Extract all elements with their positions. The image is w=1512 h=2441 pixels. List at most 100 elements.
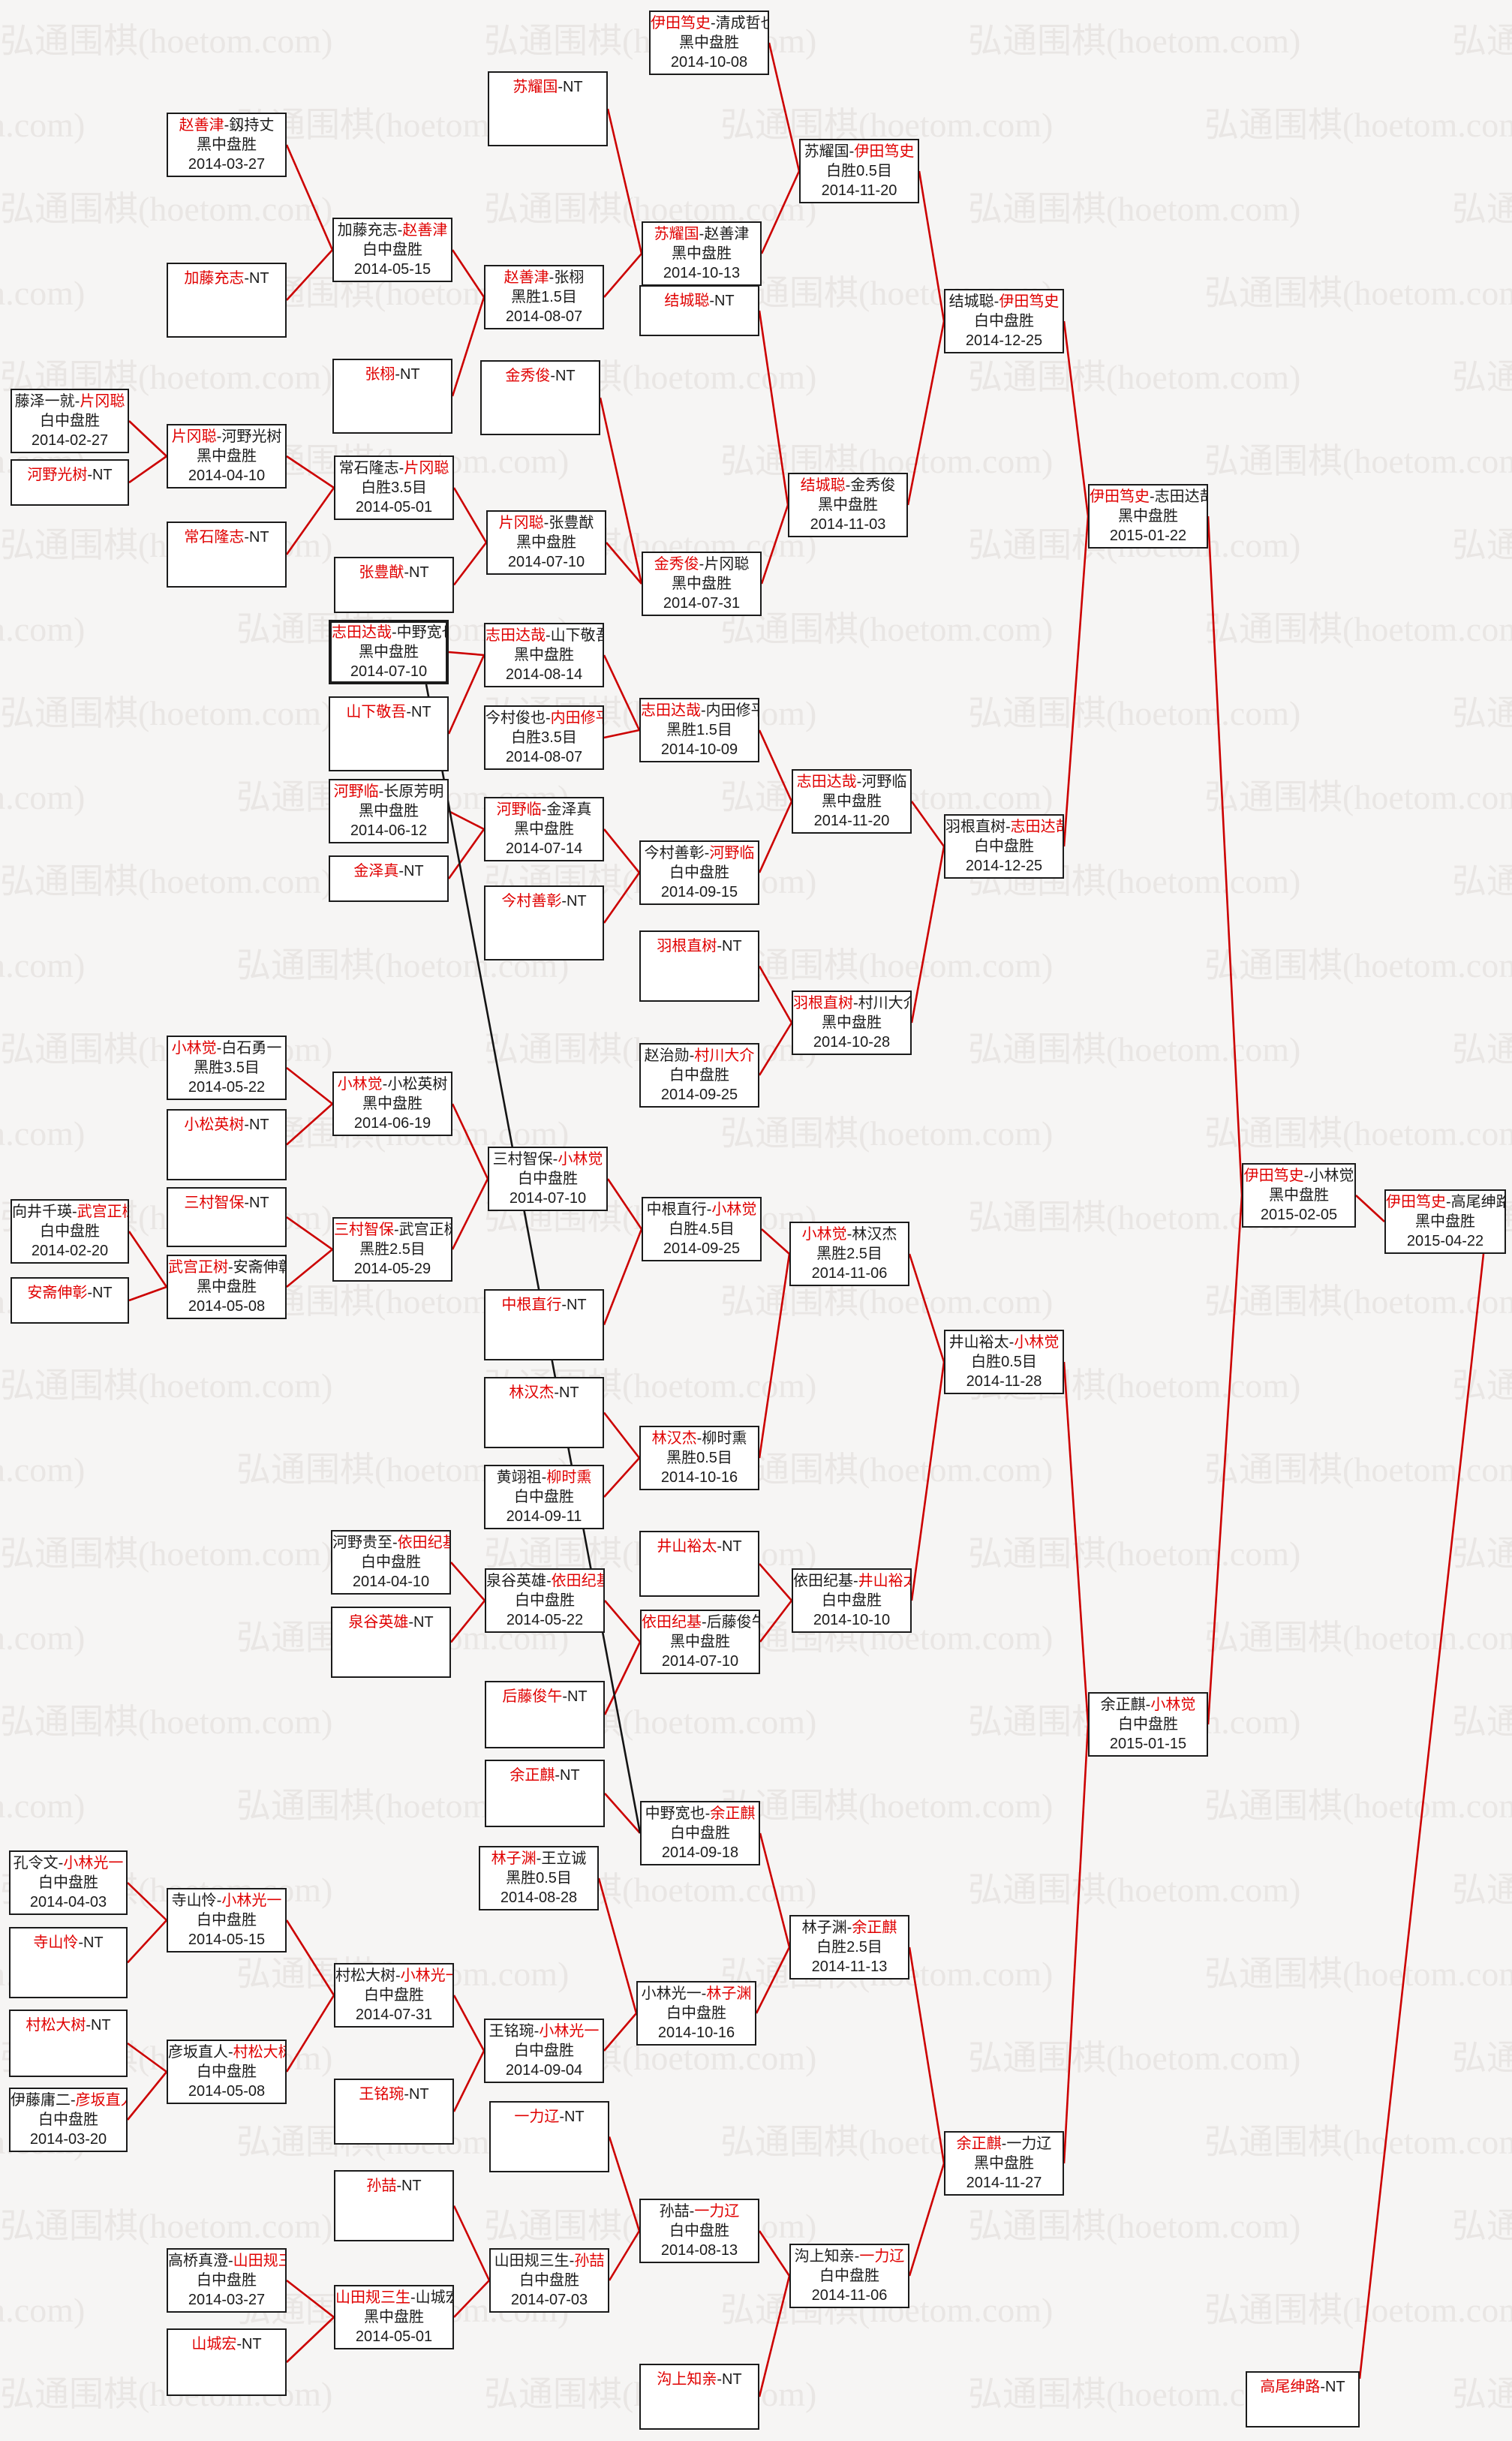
connector-takemiya_anzai-to-mimura_takemiya: [286, 1248, 333, 1288]
date-text: 2014-10-09: [660, 741, 738, 758]
date-text: 2014-10-28: [813, 1034, 891, 1051]
match-box-linhj_nt: 林汉杰-NT: [484, 1377, 604, 1448]
match-date: 2014-09-04: [485, 2061, 603, 2080]
match-date: 2014-10-16: [641, 1468, 758, 1487]
result-text: 白胜3.5目: [361, 479, 427, 496]
match-players: 山城宏-NT: [168, 2334, 285, 2354]
winner-name: 志田达哉: [332, 624, 392, 641]
player-name: 向井千瑛-: [12, 1204, 77, 1220]
player-name: -武宫正树: [394, 1222, 451, 1238]
match-players: 余正麒-一力辽: [945, 2134, 1063, 2154]
match-players: 苏耀国-伊田笃史: [801, 142, 918, 161]
winner-name: 张栩: [365, 366, 395, 383]
winner-name: 伊田笃史: [1386, 1194, 1446, 1210]
result-text: 白中盘胜: [38, 1874, 98, 1891]
match-box-jin_pian: 金秀俊-片冈聪 黑中盘胜 2014-07-31: [642, 552, 762, 616]
match-box-yamashita_nt: 山下敬吾-NT: [329, 696, 449, 771]
match-date: 2014-04-03: [11, 1892, 126, 1912]
match-box-pian_zhangfy: 片冈聪-张豊猷 黑中盘胜 2014-07-10: [486, 510, 606, 575]
winner-name: 林汉杰: [509, 1384, 555, 1401]
connector-tsuneishi_nt-to-tsuneishi_pian: [285, 487, 335, 555]
match-date: 2014-04-10: [332, 1572, 449, 1592]
match-result: 白胜0.5目: [945, 1352, 1063, 1372]
winner-name: 伊田笃史: [854, 143, 915, 160]
player-name: -志田达哉: [1150, 489, 1207, 505]
result-text: 白中盘胜: [669, 1067, 729, 1084]
connector-izumitani_yoda-to-yoda_goto: [604, 1600, 641, 1643]
winner-name: 一力辽: [694, 2203, 740, 2220]
match-date: 2014-12-25: [945, 856, 1063, 876]
player-name: 加藤充志-: [337, 222, 403, 239]
player-name: -金秀俊: [845, 477, 896, 494]
connector-zhangxu_nt-to-zhao_zhangxu: [451, 296, 485, 397]
result-text: 白中盘胜: [974, 838, 1034, 855]
result-text: 白中盘胜: [514, 1489, 574, 1505]
winner-name: 依田纪基: [642, 1614, 702, 1631]
winner-name: 内田修平: [550, 710, 603, 726]
match-date: 2014-10-10: [793, 1610, 910, 1630]
connector-hane_shida-to-ita_shida: [1063, 516, 1090, 847]
date-text: 2014-09-15: [660, 884, 738, 900]
match-players: 常石隆志-NT: [168, 528, 285, 547]
player-name: -山城宏: [410, 2289, 452, 2306]
match-box-zhao_zhangxu: 赵善津-张栩 黑胜1.5目 2014-08-07: [484, 265, 604, 329]
player-name: -后藤俊午: [702, 1614, 759, 1631]
match-date: 2014-08-07: [485, 307, 603, 326]
match-box-shida_yamashita: 志田达哉-山下敬吾黑中盘胜 2014-08-14: [484, 623, 604, 687]
match-players: 中野宽也-余正麒: [642, 1804, 759, 1823]
winner-name: 余正麒: [852, 1919, 897, 1936]
match-date: 2014-04-10: [168, 466, 285, 485]
match-players: 林子渊-王立诚: [480, 1849, 597, 1868]
match-players: 井山裕太-小林觉: [945, 1333, 1063, 1352]
date-text: 2014-05-22: [506, 1612, 584, 1628]
match-players: 苏耀国-赵善津: [643, 224, 760, 244]
match-box-zhangxu_nt: 张栩-NT: [332, 359, 452, 434]
connector-hane_nt-to-hane_murakawa: [758, 965, 793, 1024]
match-date: 2014-05-22: [486, 1610, 603, 1630]
match-date: 2014-02-20: [12, 1241, 128, 1261]
connector-kobS_komatsu-to-mimura_kobS: [451, 1103, 489, 1180]
match-date: 2014-07-10: [332, 662, 446, 681]
match-result: 白中盘胜: [791, 2266, 908, 2286]
winner-name: 孙喆: [366, 2178, 397, 2194]
match-result: 白胜4.5目: [643, 1219, 760, 1239]
match-box-su_zhao: 苏耀国-赵善津 黑中盘胜 2014-10-13: [642, 221, 762, 286]
connector-fujisawa_pian-to-pian_konom: [128, 420, 167, 457]
match-box-pian_konom: 片冈聪-河野光树 黑中盘胜 2014-04-10: [167, 424, 287, 489]
connector-jin_nt-to-jin_pian: [599, 397, 643, 585]
winner-name: 伊田笃史: [1090, 489, 1150, 505]
date-text: 2014-07-10: [507, 554, 585, 570]
winner-name: 金泽真: [353, 863, 399, 879]
match-box-yamada_sun: 山田规三生-孙喆 白中盘胜 2014-07-03: [489, 2248, 609, 2313]
connector-konor_kanazawa-to-imamuraY_konor: [603, 828, 641, 873]
connector-mizokami_yili-to-yu_yili: [908, 2163, 945, 2277]
winner-name: 山田规三生: [335, 2289, 410, 2306]
match-box-takemiya_anzai: 武宫正树-安斋伸彰黑中盘胜 2014-05-08: [167, 1255, 287, 1319]
match-players: 结城聪-NT: [641, 291, 758, 311]
date-text: 2014-10-10: [813, 1612, 891, 1628]
connector-shida_nakano-to-shida_yamashita: [448, 651, 485, 657]
result-text: 白中盘胜: [518, 1171, 578, 1187]
player-name: -白石勇一: [216, 1040, 282, 1057]
match-box-yuki_ita: 结城聪-伊田笃史 白中盘胜 2014-12-25: [944, 289, 1064, 353]
player-name: 寺山怜-: [171, 1892, 222, 1909]
result-text: 黑中盘胜: [670, 1634, 730, 1650]
match-date: 2014-05-08: [168, 1297, 285, 1316]
match-players: 张栩-NT: [334, 365, 451, 384]
result-text: 白中盘胜: [364, 1987, 424, 2004]
match-box-mimura_kobS: 三村智保-小林觉 白中盘胜 2014-07-10: [488, 1147, 608, 1211]
connector-kanazawa_nt-to-konor_kanazawa: [447, 828, 485, 879]
match-box-zhao_kenmochi: 赵善津-釼持丈 黑中盘胜 2014-03-27: [167, 113, 287, 177]
match-box-ita_takao: 伊田笃史-高尾绅路 黑中盘胜 2015-04-22: [1384, 1189, 1506, 1254]
match-result: 黑中盘胜: [485, 819, 603, 839]
connector-konor_nagahara-to-konor_kanazawa: [448, 810, 485, 831]
match-box-hikosaka_muramatsu: 彦坂直人-村松大树白中盘胜 2014-05-08: [167, 2040, 287, 2104]
match-date: 2014-05-01: [335, 2327, 452, 2346]
match-result: 白胜0.5目: [801, 161, 918, 181]
connector-yu_nt-to-nakano_yu: [604, 1793, 641, 1834]
match-result: 白中盘胜: [11, 1873, 126, 1892]
match-players: 彦坂直人-村松大树: [168, 2043, 285, 2062]
match-result: 黑中盘胜: [643, 244, 760, 263]
player-name: -河野临: [856, 774, 907, 790]
date-text: 2014-09-25: [663, 1240, 741, 1257]
